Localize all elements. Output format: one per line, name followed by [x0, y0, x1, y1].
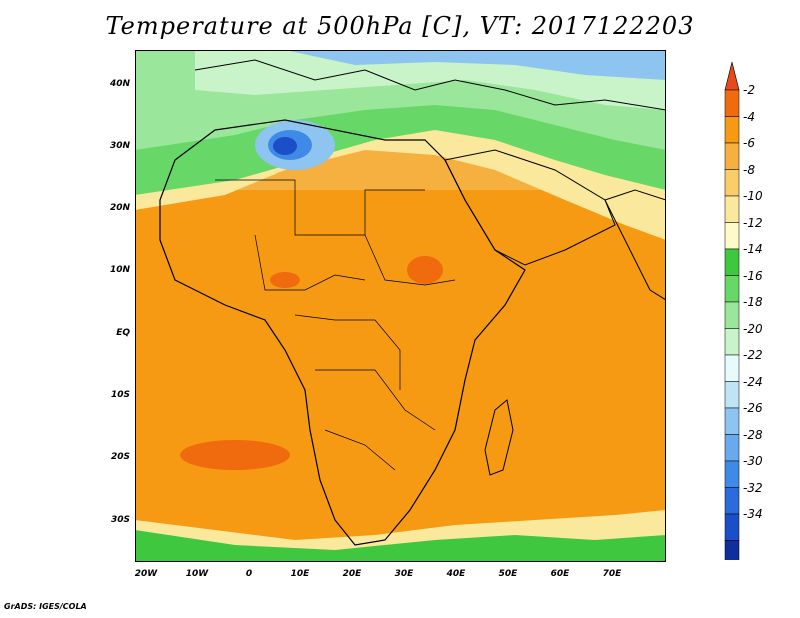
colorbar: -2 -4 -6 -8 -10 -12 -14 -16 -18 -20 -22 -24 -26 -28 -3…: [722, 60, 792, 595]
colorbar-segment: [724, 487, 740, 515]
colorbar-segment: [724, 513, 740, 541]
colorbar-segment: [724, 169, 740, 197]
colorbar-label: -14: [743, 242, 763, 256]
colorbar-svg: [724, 61, 740, 595]
lat-tick-label: EQ: [116, 328, 130, 338]
lat-tick-label: 30S: [110, 515, 130, 525]
colorbar-segment: [724, 222, 740, 250]
colorbar-label: -18: [743, 295, 763, 309]
footer-credit: GrADS: IGES/COLA: [4, 602, 87, 611]
lon-tick-label: 70E: [602, 569, 622, 579]
lon-tick-label: 10W: [185, 569, 209, 579]
europe-coastline: [194, 59, 666, 111]
india-coastline: [604, 189, 666, 301]
lat-tick-label: 20N: [109, 203, 130, 213]
cold-pool-core: [273, 137, 297, 155]
colorbar-segment: [724, 354, 740, 382]
warm-pocket-2: [407, 256, 443, 284]
colorbar-segment: [724, 275, 740, 303]
lat-tick-label: 10S: [110, 390, 130, 400]
madagascar-coastline: [484, 399, 514, 476]
colorbar-label: -24: [743, 374, 763, 389]
colorbar-segment: [724, 540, 740, 568]
lon-tick-label: 0: [245, 569, 253, 579]
lon-tick-label: 10E: [290, 569, 310, 579]
field-band-24: [285, 50, 666, 80]
colorbar-label: -12: [743, 215, 763, 230]
colorbar-label: -20: [743, 321, 763, 336]
colorbar-label: -32: [743, 480, 763, 495]
field-south-14: [135, 530, 666, 562]
colorbar-segment: [724, 248, 740, 276]
lat-tick-label: 30N: [109, 141, 130, 151]
chart-title: Temperature at 500hPa [C], VT: 201712220…: [105, 12, 695, 40]
warm-pocket-1: [180, 440, 290, 470]
lon-tick-label: 30E: [394, 569, 414, 579]
lon-tick-label: 50E: [498, 569, 518, 579]
colorbar-segment: [724, 301, 740, 329]
colorbar-label: -34: [743, 507, 763, 521]
country-borders: [215, 179, 456, 471]
temperature-map: [135, 50, 666, 562]
colorbar-segment: [724, 407, 740, 435]
colorbar-segment: [724, 195, 740, 223]
colorbar-label: -6: [743, 136, 755, 150]
map-canvas: [135, 50, 666, 562]
warm-pocket-3: [270, 272, 300, 288]
colorbar-label: -28: [743, 427, 763, 442]
colorbar-label: -10: [743, 189, 763, 203]
colorbar-segment: [724, 142, 740, 170]
lon-tick-label: 40E: [446, 569, 466, 579]
colorbar-segment: [724, 328, 740, 356]
colorbar-top-arrow: [724, 61, 740, 91]
lon-tick-label: 60E: [550, 569, 570, 579]
colorbar-segment: [724, 381, 740, 409]
africa-coastline: [159, 119, 526, 546]
colorbar-label: -2: [743, 83, 755, 97]
colorbar-label: -30: [743, 454, 763, 468]
colorbar-segment: [724, 460, 740, 488]
lat-tick-label: 10N: [109, 265, 130, 275]
colorbar-segment: [724, 89, 740, 117]
arabia-coastline: [444, 149, 616, 266]
colorbar-label: -8: [743, 162, 755, 177]
colorbar-label: -16: [743, 268, 763, 283]
colorbar-label: -22: [743, 348, 763, 362]
lon-tick-label: 20W: [134, 569, 158, 579]
colorbar-label: -26: [743, 401, 763, 415]
colorbar-segment: [724, 116, 740, 144]
lon-tick-label: 20E: [342, 569, 362, 579]
lat-tick-label: 40N: [109, 79, 130, 89]
colorbar-label: -4: [743, 109, 755, 124]
colorbar-segment: [724, 434, 740, 462]
lat-tick-label: 20S: [110, 452, 130, 462]
